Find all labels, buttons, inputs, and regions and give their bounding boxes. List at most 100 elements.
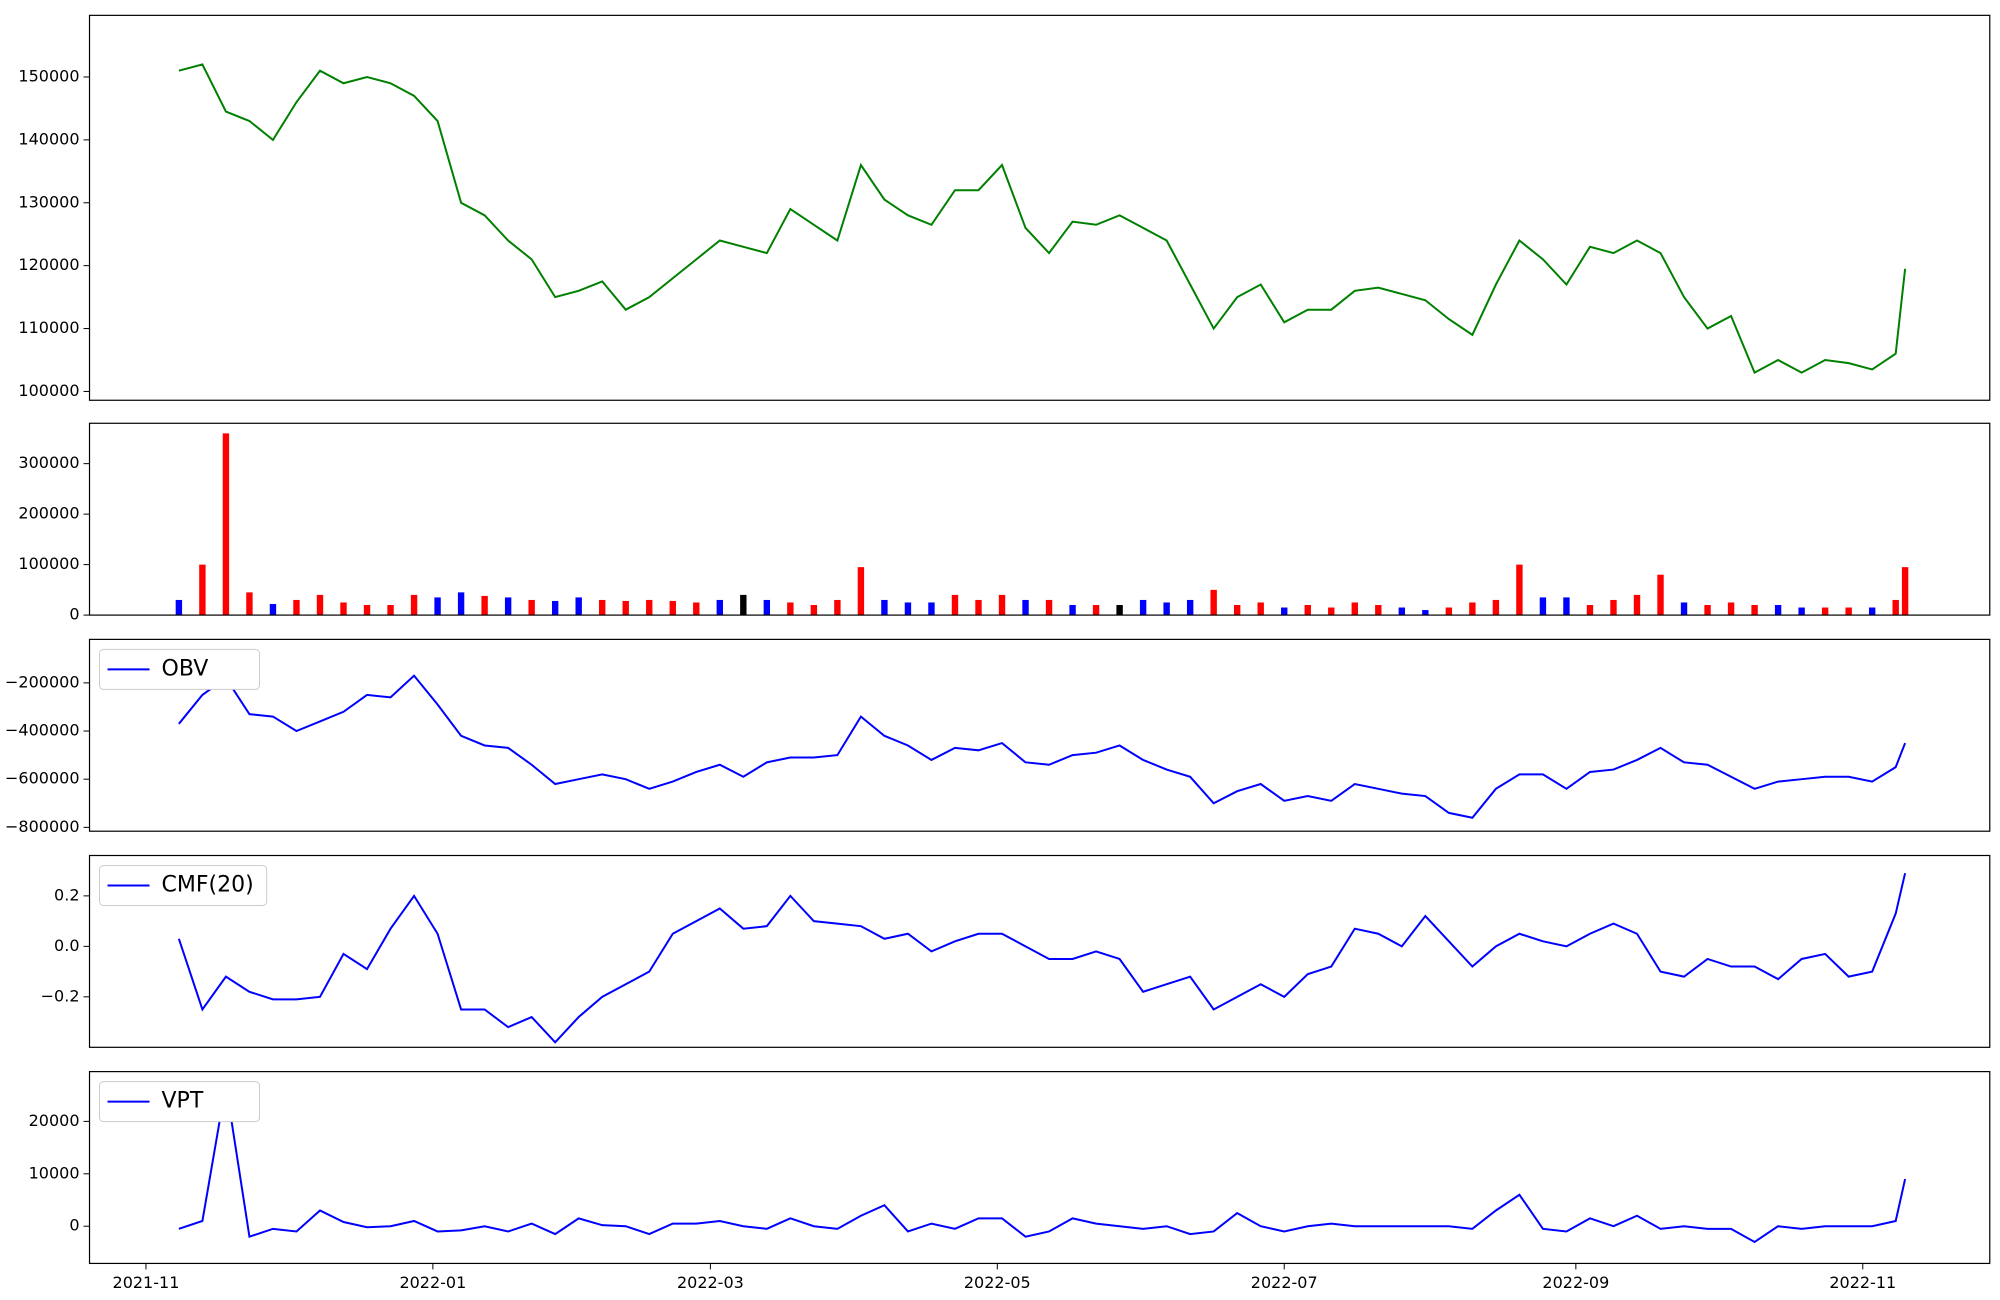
bar (199, 564, 206, 616)
bar (316, 594, 324, 616)
bar (1868, 607, 1876, 616)
bar (1210, 589, 1217, 616)
y-tick-label: 100000 (18, 381, 79, 400)
series-line (178, 1084, 1907, 1244)
bar (1304, 604, 1311, 616)
legend-label: VPT (162, 1089, 204, 1114)
legend-label: CMF(20) (162, 872, 254, 897)
bar (1492, 599, 1500, 616)
bar (1398, 607, 1406, 616)
legend-box (99, 648, 261, 690)
plot-frame (88, 14, 1991, 401)
y-tick-label: −800000 (5, 817, 79, 836)
bar (928, 602, 935, 616)
bar (1680, 602, 1688, 616)
bar (810, 604, 818, 616)
y-tick-label: −600000 (5, 769, 79, 788)
bar (998, 594, 1006, 616)
y-tick-label: 100000 (18, 554, 79, 573)
x-tick-label: 2022-09 (1542, 1273, 1609, 1292)
bar (787, 602, 794, 616)
y-tick-label: 150000 (18, 66, 79, 85)
bar (599, 599, 606, 616)
plot-frame (88, 854, 1991, 1048)
plot-frame (88, 422, 1991, 616)
bar (1445, 607, 1453, 616)
bar (1751, 604, 1758, 616)
x-tick-label: 2022-07 (1251, 1273, 1318, 1292)
bar (1563, 597, 1570, 616)
bar (716, 599, 723, 616)
bar (904, 602, 912, 616)
legend-label: OBV (162, 656, 209, 681)
bar (481, 595, 488, 616)
bar (1798, 607, 1805, 616)
bar (1116, 604, 1123, 616)
bar (975, 599, 982, 616)
bar (410, 594, 418, 616)
y-tick-label: 0 (69, 605, 79, 624)
bar (622, 600, 629, 616)
series-line (177, 872, 1907, 1044)
bar (1045, 599, 1053, 616)
bar (551, 600, 559, 616)
series-line (178, 674, 1907, 819)
y-tick-label: 120000 (18, 255, 79, 274)
x-tick-label: 2022-01 (399, 1273, 466, 1292)
x-tick-label: 2021-11 (113, 1273, 180, 1292)
bar (1901, 567, 1909, 616)
bar (1774, 604, 1782, 616)
bar (857, 567, 865, 616)
bar (246, 592, 253, 616)
bar (1657, 574, 1664, 616)
y-tick-label: 130000 (18, 192, 79, 211)
legend-box (99, 864, 268, 906)
y-tick-label: 300000 (18, 453, 79, 472)
bar (763, 599, 771, 616)
bar (528, 599, 535, 616)
y-tick-label: 110000 (18, 318, 79, 337)
bar (387, 604, 394, 616)
bar (1022, 599, 1029, 616)
bar (1469, 602, 1476, 616)
bar (340, 602, 347, 616)
x-tick-label: 2022-05 (964, 1273, 1031, 1292)
bar (504, 597, 512, 616)
bar (1092, 604, 1100, 616)
bar (363, 604, 371, 616)
bar (834, 599, 841, 616)
y-tick-label: 0.0 (54, 936, 79, 955)
bar (293, 599, 300, 616)
bar (1069, 604, 1076, 616)
legend-box (99, 1081, 261, 1123)
bar (1186, 599, 1194, 616)
bar (740, 594, 747, 616)
plot-frame (88, 1071, 1991, 1265)
bar (1139, 599, 1147, 616)
bar (434, 597, 441, 616)
bar (646, 599, 653, 616)
y-tick-label: 0.2 (54, 885, 79, 904)
bar (1586, 604, 1594, 616)
bar (1422, 610, 1429, 616)
bar (1845, 607, 1852, 616)
bar (669, 600, 676, 616)
bar (1821, 607, 1829, 616)
y-tick-label: 20000 (29, 1111, 80, 1130)
y-tick-label: −0.2 (41, 986, 80, 1005)
y-tick-label: −400000 (5, 721, 79, 740)
bar (693, 602, 700, 616)
bar (1351, 602, 1358, 616)
bar (175, 599, 183, 616)
y-tick-label: 10000 (29, 1163, 80, 1182)
bar (1633, 594, 1641, 616)
y-tick-label: 0 (69, 1216, 79, 1235)
bar (1328, 607, 1335, 616)
bar (269, 603, 277, 616)
x-tick-label: 2022-11 (1829, 1273, 1896, 1292)
bar (1281, 607, 1288, 616)
bar (1516, 564, 1523, 616)
bar (1892, 599, 1899, 616)
bar (1257, 602, 1264, 616)
